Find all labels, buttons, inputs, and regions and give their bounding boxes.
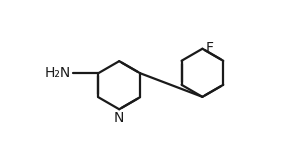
Text: H₂N: H₂N <box>44 66 71 80</box>
Text: N: N <box>114 111 124 125</box>
Text: F: F <box>206 41 214 55</box>
